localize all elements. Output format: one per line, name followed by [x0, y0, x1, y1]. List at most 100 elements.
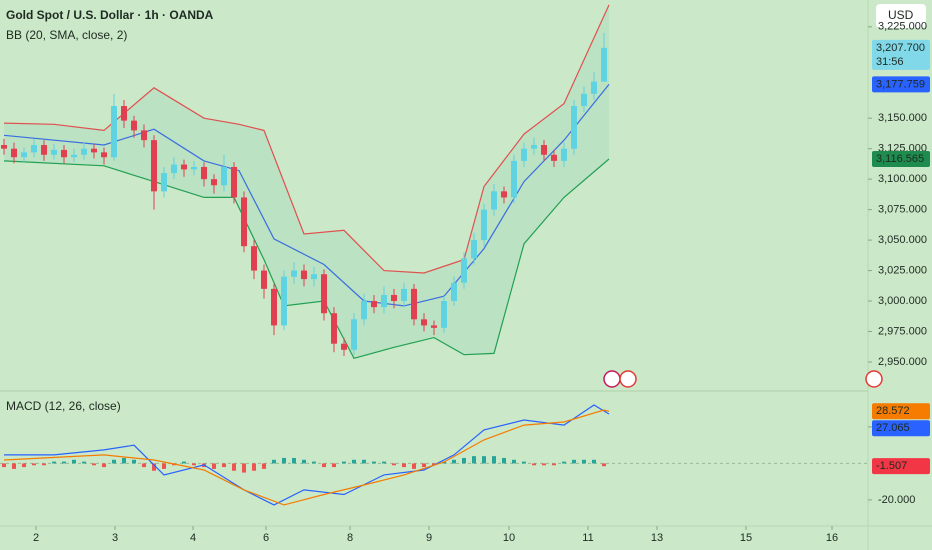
y-tick-label: 3,225.000: [878, 21, 927, 33]
candle-body: [561, 148, 567, 161]
x-tick-label: 6: [263, 532, 269, 544]
candle-body: [491, 191, 497, 210]
histogram-bar: [542, 463, 546, 466]
histogram-bar: [512, 459, 516, 464]
candle-body: [231, 166, 237, 198]
candle-body: [191, 166, 197, 170]
candle-body: [181, 164, 187, 170]
candle-body: [591, 81, 597, 94]
candle-body: [251, 246, 257, 271]
candle-body: [271, 288, 277, 326]
histogram-bar: [102, 463, 106, 468]
candle-body: [341, 343, 347, 350]
candle-body: [421, 319, 427, 326]
price-tag: [872, 76, 930, 93]
histogram-bar: [122, 457, 126, 464]
y-tick-label: 3,000.000: [878, 295, 927, 307]
histogram-bar: [502, 457, 506, 464]
candle-body: [211, 179, 217, 186]
event-icon[interactable]: [865, 370, 883, 388]
candle-body: [61, 149, 67, 158]
candle-body: [331, 313, 337, 344]
plot-area: [0, 4, 868, 506]
y-tick-label: -20.000: [878, 494, 915, 506]
candle-body: [31, 145, 37, 153]
candle-body: [451, 282, 457, 302]
candle-body: [11, 148, 17, 158]
candle-body: [1, 145, 7, 149]
candle-body: [111, 106, 117, 158]
event-icons[interactable]: [603, 370, 883, 388]
candle-body: [291, 270, 297, 277]
candle-body: [51, 149, 57, 155]
event-icon[interactable]: [603, 370, 621, 388]
price-tag: [872, 39, 930, 70]
indicator-legend: BB (20, SMA, close, 2): [6, 28, 127, 42]
price-tag-label: 28.572: [876, 405, 910, 417]
candle-body: [481, 209, 487, 241]
histogram-bar: [142, 463, 146, 468]
x-tick-label: 3: [112, 532, 118, 544]
candle-body: [131, 120, 137, 131]
histogram-bar: [332, 463, 336, 468]
candle-body: [601, 47, 607, 82]
y-tick-label: 3,100.000: [878, 173, 927, 185]
candle-body: [241, 197, 247, 247]
candle-body: [91, 148, 97, 153]
histogram-bar: [292, 457, 296, 464]
candle-body: [321, 274, 327, 314]
histogram-bar: [552, 463, 556, 466]
histogram-bar: [12, 463, 16, 469]
candle-body: [531, 145, 537, 149]
symbol-title: Gold Spot / U.S. Dollar · 1h · OANDA: [6, 8, 214, 22]
indicator-line: [3, 4, 610, 274]
histogram-bar: [92, 463, 96, 466]
candle-body: [521, 148, 527, 161]
y-tick-label: 2,975.000: [878, 325, 927, 337]
histogram-bar: [252, 463, 256, 471]
histogram-bar: [72, 459, 76, 464]
candle-body: [501, 191, 507, 198]
price-tag: [872, 150, 930, 167]
x-tick-label: 10: [503, 532, 515, 544]
histogram-bar: [232, 463, 236, 471]
candle-body: [311, 274, 317, 280]
candle-body: [141, 130, 147, 141]
histogram-bar: [572, 459, 576, 464]
histogram-bar: [422, 463, 426, 468]
candle-body: [551, 154, 557, 161]
histogram-bar: [272, 459, 276, 464]
histogram-bar: [462, 457, 466, 464]
y-tick-label: 3,150.000: [878, 112, 927, 124]
candle-body: [41, 145, 47, 155]
price-tag-label: 3,177.759: [876, 78, 925, 90]
histogram-bar: [262, 463, 266, 469]
candle-body: [371, 301, 377, 308]
histogram-bar: [22, 463, 26, 468]
candle-body: [361, 301, 367, 320]
indicator-line: [3, 409, 610, 506]
histogram-bar: [132, 459, 136, 464]
x-tick-label: 11: [582, 532, 593, 544]
event-icon[interactable]: [619, 370, 637, 388]
histogram-bar: [392, 463, 396, 466]
histogram-bar: [402, 463, 406, 468]
y-tick-label: 3,025.000: [878, 264, 927, 276]
candle-body: [511, 160, 517, 198]
histogram-bar: [162, 463, 166, 469]
price-tag-label: 3,116.565: [876, 153, 924, 165]
price-tag: [872, 458, 930, 475]
histogram-bar: [2, 463, 6, 468]
currency-label[interactable]: USD: [888, 8, 914, 22]
histogram-bar: [192, 463, 196, 466]
candle-body: [431, 325, 437, 328]
histogram-bar: [112, 459, 116, 464]
histogram-bar: [372, 461, 376, 464]
macd-legend: MACD (12, 26, close): [6, 399, 121, 413]
y-tick-label: 2,950.000: [878, 356, 927, 368]
currency-button[interactable]: [876, 4, 926, 28]
histogram-bar: [482, 456, 486, 464]
histogram-bar: [312, 461, 316, 464]
histogram-bar: [42, 463, 46, 466]
